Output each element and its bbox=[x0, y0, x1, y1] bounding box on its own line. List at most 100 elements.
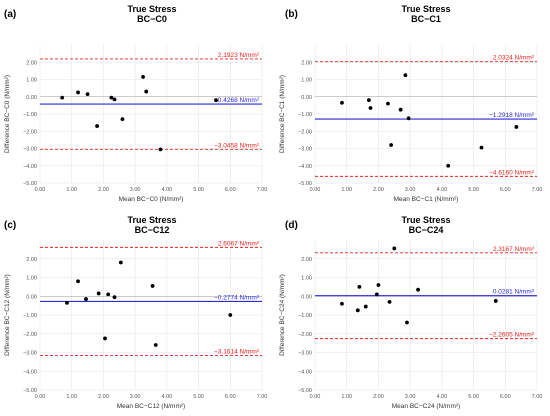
data-point bbox=[118, 260, 123, 265]
mean-difference-label: −0.2774 N/mm² bbox=[214, 294, 260, 301]
panel-label: (c) bbox=[4, 220, 16, 231]
data-point bbox=[392, 246, 397, 251]
limit-of-agreement-label: −2.2605 N/mm² bbox=[489, 332, 535, 339]
data-point bbox=[479, 145, 484, 150]
y-tick-label: 0.00 bbox=[26, 294, 37, 300]
y-tick-label: −5.00 bbox=[23, 388, 37, 394]
data-point bbox=[95, 124, 99, 128]
y-tick-label: −4.00 bbox=[298, 164, 312, 170]
x-tick-label: 0.00 bbox=[35, 394, 46, 400]
data-point bbox=[406, 116, 411, 121]
y-tick-label: −1.00 bbox=[298, 112, 312, 118]
x-tick-label: 7.00 bbox=[532, 394, 543, 400]
data-point bbox=[109, 95, 114, 100]
y-tick-label: −2.00 bbox=[23, 129, 37, 135]
data-point bbox=[228, 313, 233, 317]
mean-difference-label: −0.4268 N/mm² bbox=[214, 97, 260, 104]
data-point bbox=[96, 291, 101, 296]
x-tick-label: 2.00 bbox=[98, 394, 109, 400]
data-point bbox=[403, 73, 408, 78]
chart-title: True Stress bbox=[401, 215, 450, 225]
x-tick-label: 1.00 bbox=[66, 187, 77, 193]
data-point bbox=[141, 75, 145, 79]
y-tick-label: −3.00 bbox=[23, 147, 37, 153]
y-tick-label: −4.00 bbox=[298, 369, 312, 375]
y-tick-label: −3.00 bbox=[298, 351, 312, 357]
limit-of-agreement-label: −3.1614 N/mm² bbox=[214, 349, 260, 356]
y-tick-label: 1.00 bbox=[301, 276, 312, 282]
x-tick-label: 3.00 bbox=[130, 187, 141, 193]
chart-subtitle: BC−C1 bbox=[411, 14, 441, 24]
x-tick-label: 4.00 bbox=[436, 394, 447, 400]
y-tick-label: −5.00 bbox=[23, 181, 37, 187]
x-tick-label: 4.00 bbox=[161, 187, 172, 193]
y-tick-label: −2.00 bbox=[298, 332, 312, 338]
mean-difference-label: 0.0281 N/mm² bbox=[493, 289, 535, 296]
y-tick-label: −4.00 bbox=[23, 164, 37, 170]
data-point bbox=[355, 308, 360, 313]
data-point bbox=[340, 100, 344, 105]
data-point bbox=[158, 147, 163, 152]
x-tick-label: 4.00 bbox=[161, 394, 172, 400]
x-tick-label: 3.00 bbox=[405, 187, 416, 193]
y-tick-label: 1.00 bbox=[26, 78, 37, 84]
limit-of-agreement-label: 2.6067 N/mm² bbox=[218, 240, 260, 247]
panel-label: (b) bbox=[285, 9, 298, 20]
data-point bbox=[214, 98, 218, 103]
y-tick-label: 2.00 bbox=[26, 60, 37, 66]
data-point bbox=[120, 117, 125, 122]
x-tick-label: 7.00 bbox=[257, 187, 268, 193]
data-point bbox=[150, 284, 155, 288]
limit-of-agreement-label: 2.1923 N/mm² bbox=[218, 52, 260, 59]
x-tick-label: 6.00 bbox=[225, 187, 236, 193]
x-tick-label: 0.00 bbox=[310, 394, 321, 400]
data-point bbox=[387, 299, 392, 304]
x-axis-label: Mean BC−C1 (N/mm²) bbox=[394, 196, 459, 203]
x-tick-label: 0.00 bbox=[35, 187, 46, 193]
y-tick-label: 2.00 bbox=[301, 60, 312, 66]
data-point bbox=[103, 336, 107, 341]
y-tick-label: 0.00 bbox=[301, 95, 312, 101]
x-tick-label: 7.00 bbox=[257, 394, 268, 400]
x-tick-label: 1.00 bbox=[341, 187, 352, 193]
chart-title: True Stress bbox=[127, 215, 176, 225]
y-tick-label: 2.00 bbox=[26, 257, 37, 263]
data-point bbox=[65, 300, 69, 305]
x-tick-label: 4.00 bbox=[436, 187, 447, 193]
y-axis-label: Difference BC−C0 (N/mm²) bbox=[4, 75, 11, 153]
chart-title: True Stress bbox=[127, 4, 176, 14]
data-point bbox=[340, 301, 344, 306]
chart-subtitle: BC−C0 bbox=[137, 14, 167, 24]
data-point bbox=[112, 295, 117, 300]
y-tick-label: −1.00 bbox=[23, 313, 37, 319]
y-tick-label: −5.00 bbox=[298, 388, 312, 394]
x-tick-label: 2.00 bbox=[373, 394, 384, 400]
data-point bbox=[493, 299, 498, 303]
x-tick-label: 3.00 bbox=[130, 394, 141, 400]
x-tick-label: 0.00 bbox=[310, 187, 321, 193]
data-point bbox=[112, 97, 117, 102]
data-point bbox=[363, 304, 368, 309]
y-tick-label: −5.00 bbox=[298, 181, 312, 187]
x-tick-label: 6.00 bbox=[225, 394, 236, 400]
data-point bbox=[376, 283, 381, 287]
y-tick-label: −2.00 bbox=[298, 129, 312, 135]
x-tick-label: 6.00 bbox=[500, 394, 511, 400]
y-tick-label: −3.00 bbox=[298, 147, 312, 153]
y-tick-label: 1.00 bbox=[26, 276, 37, 282]
data-point bbox=[446, 163, 451, 168]
limit-of-agreement-label: 2.0324 N/mm² bbox=[493, 55, 535, 62]
chart-subtitle: BC−C12 bbox=[135, 225, 170, 235]
data-point bbox=[405, 320, 409, 325]
panel-label: (d) bbox=[285, 220, 298, 231]
data-point bbox=[144, 89, 149, 94]
data-point bbox=[374, 292, 379, 297]
data-point bbox=[367, 98, 371, 103]
y-tick-label: −2.00 bbox=[23, 332, 37, 338]
x-axis-label: Mean BC−C12 (N/mm²) bbox=[117, 403, 185, 410]
x-axis-label: Mean BC−C24 (N/mm²) bbox=[392, 403, 460, 410]
